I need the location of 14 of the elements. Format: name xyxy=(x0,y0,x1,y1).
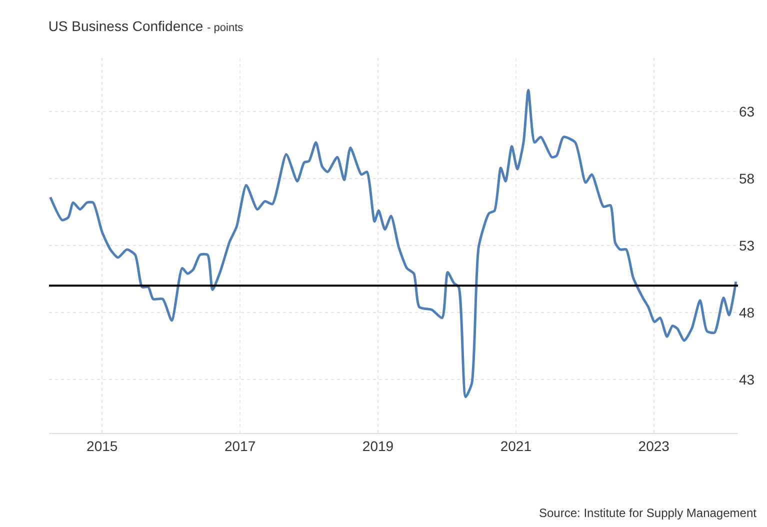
y-tick-label: 58 xyxy=(739,170,755,186)
line-series xyxy=(49,88,738,398)
y-tick-label: 43 xyxy=(739,371,755,388)
y-tick-label: 48 xyxy=(739,304,755,320)
y-tick-label: 63 xyxy=(739,103,755,120)
source-note: Source: Institute for Supply Management xyxy=(539,506,758,520)
x-tick-label: 2019 xyxy=(362,438,394,454)
x-tick-label: 2023 xyxy=(638,438,670,454)
y-tick-label: 53 xyxy=(739,237,755,254)
chart-subtitle: - points xyxy=(207,22,244,34)
x-tick-label: 2017 xyxy=(224,438,256,454)
x-tick-label: 2021 xyxy=(500,438,532,454)
chart-title: US Business Confidence xyxy=(48,18,204,34)
x-tick-label: 2015 xyxy=(86,438,118,454)
